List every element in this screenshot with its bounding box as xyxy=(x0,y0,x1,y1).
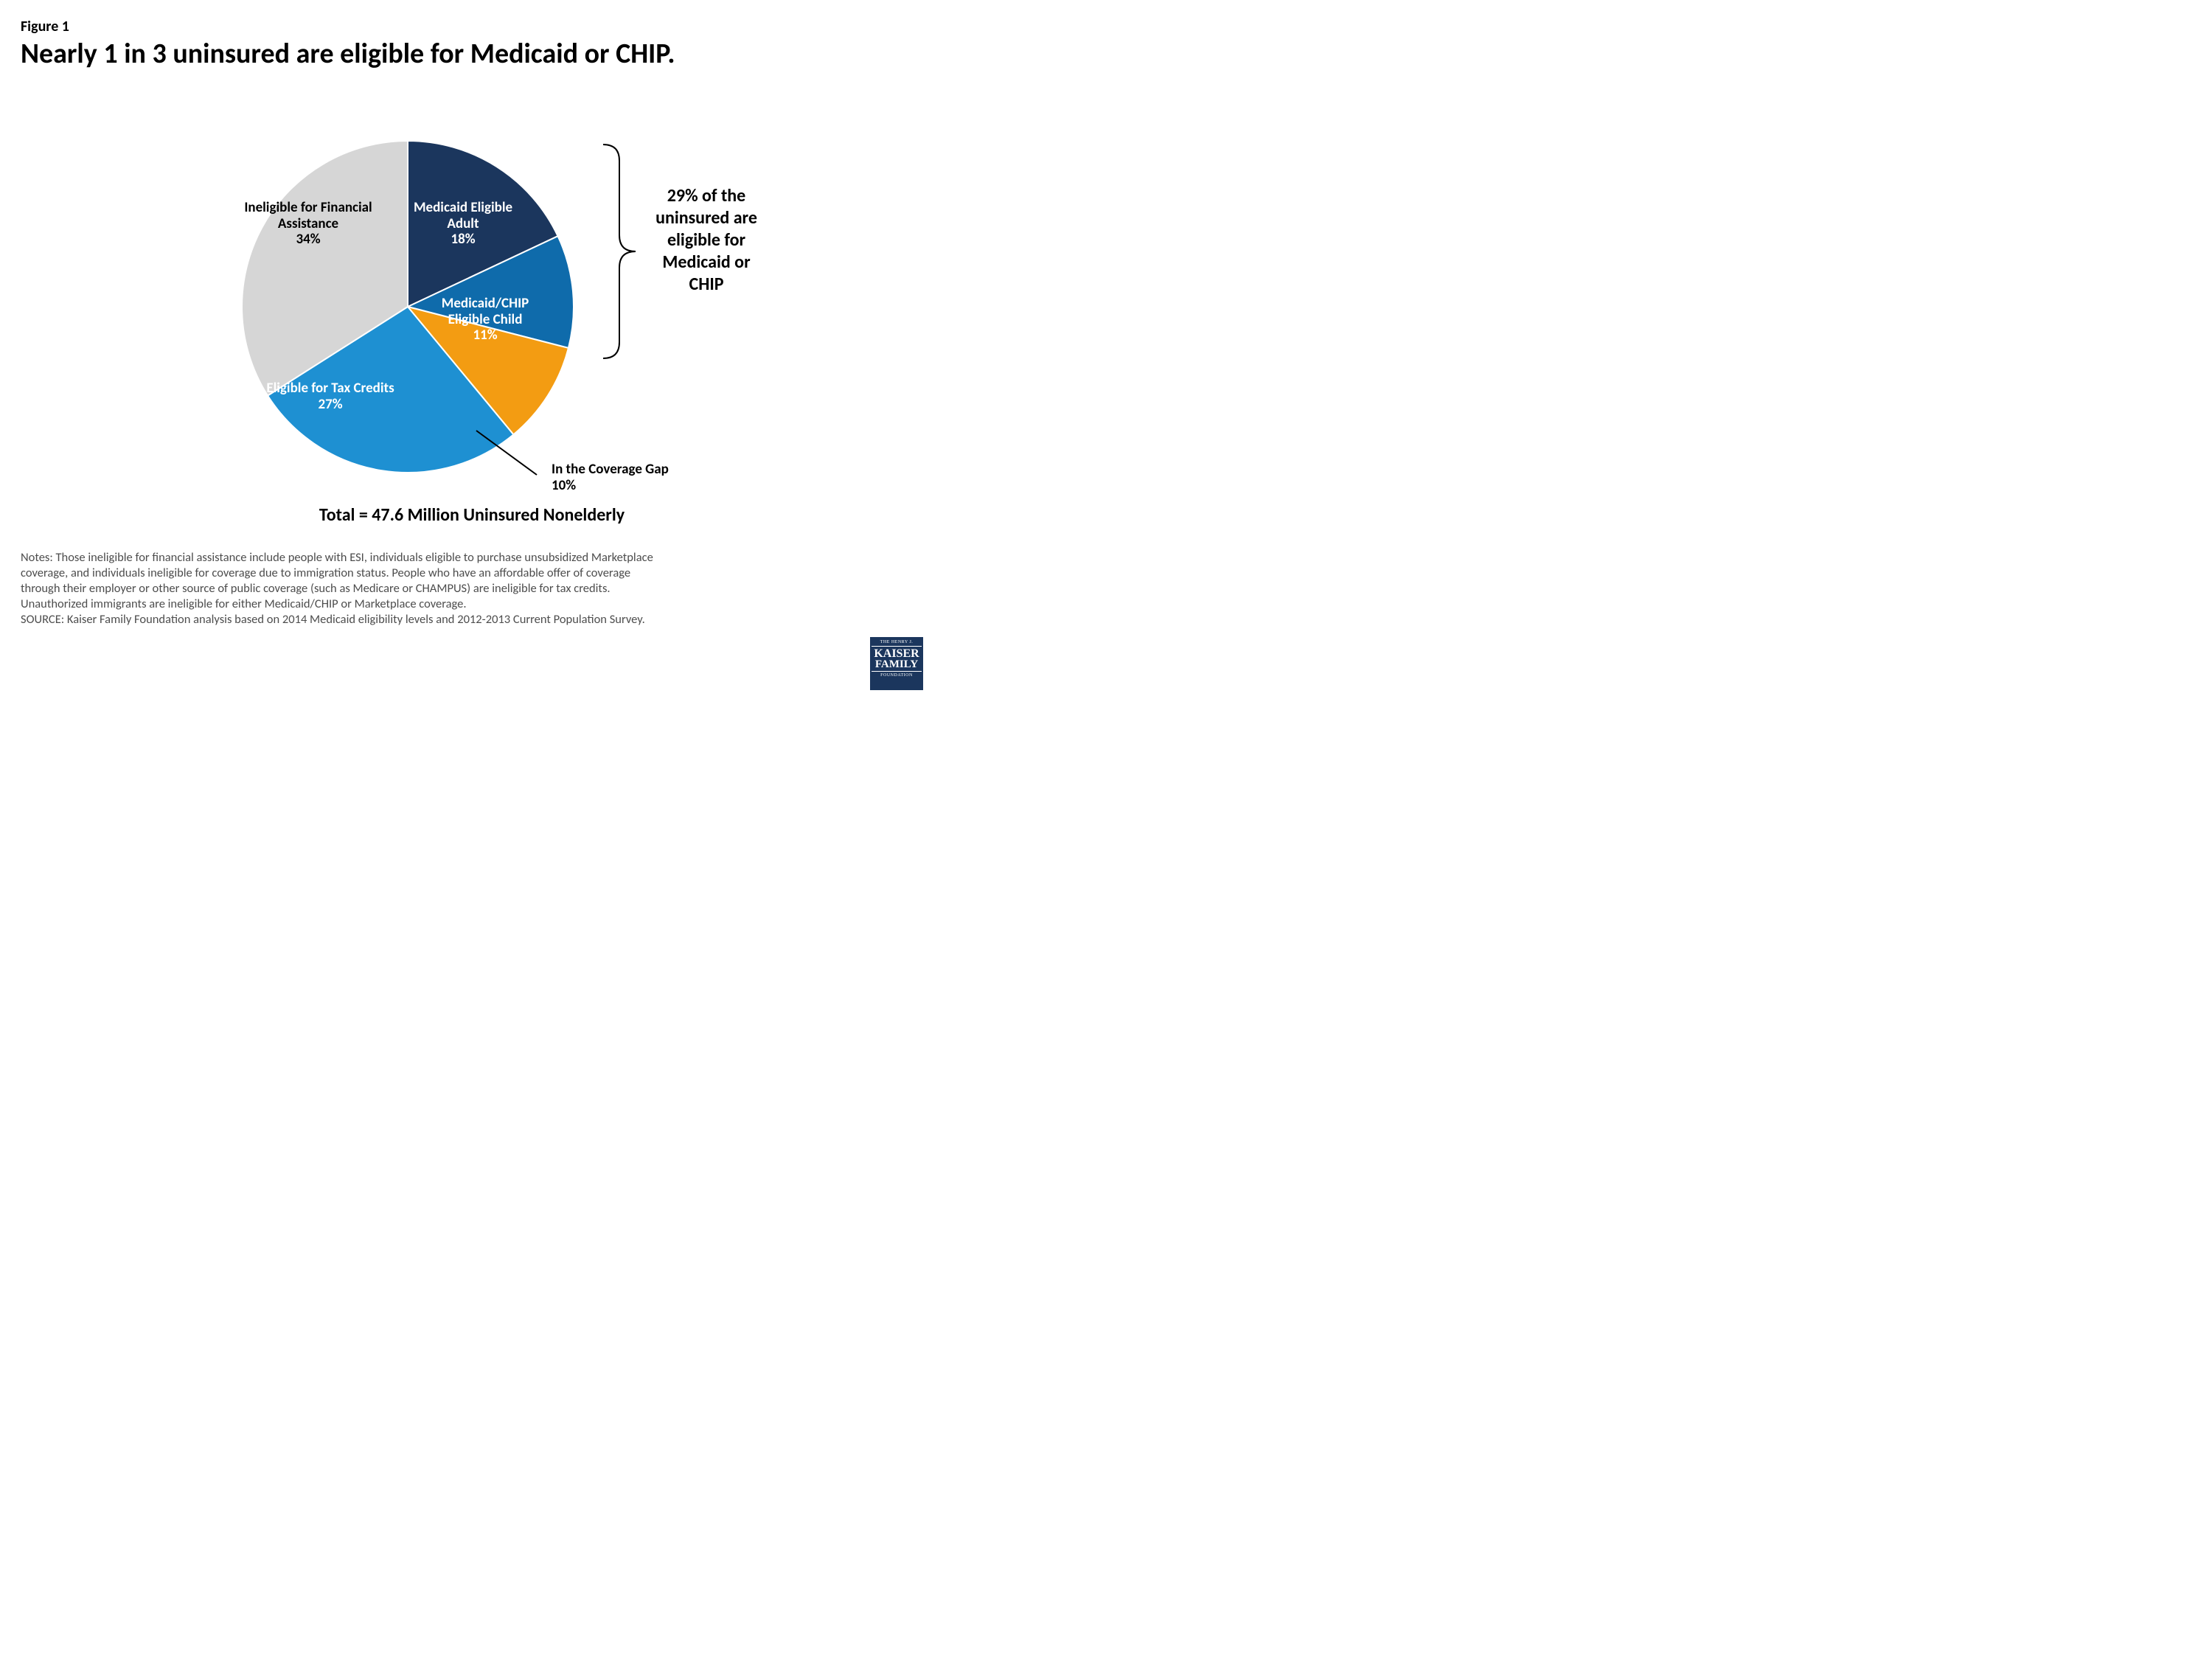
notes-line: Unauthorized immigrants are ineligible f… xyxy=(21,597,832,612)
total-label: Total = 47.6 Million Uninsured Nonelderl… xyxy=(21,504,923,526)
figure-label: Figure 1 xyxy=(21,18,923,35)
bracket-callout: 29% of the uninsured are eligible for Me… xyxy=(633,185,780,296)
logo-line: KAISER xyxy=(872,648,922,659)
slice-label-ineligible: Ineligible for Financial Assistance 34% xyxy=(223,200,393,248)
logo-line: FAMILY xyxy=(872,659,922,672)
slice-label-coverage-gap: In the Coverage Gap 10% xyxy=(552,462,669,494)
slice-label-tax-credits: Eligible for Tax Credits 27% xyxy=(246,380,415,413)
notes-line: coverage, and individuals ineligible for… xyxy=(21,566,832,581)
kff-logo: THE HENRY J. KAISER FAMILY FOUNDATION xyxy=(870,637,923,690)
figure-page: Figure 1 Nearly 1 in 3 uninsured are eli… xyxy=(0,0,944,708)
notes-line: Notes: Those ineligible for financial as… xyxy=(21,550,832,566)
source-line: SOURCE: Kaiser Family Foundation analysi… xyxy=(21,612,832,627)
slice-label-medicaid-child: Medicaid/CHIP Eligible Child 11% xyxy=(426,296,544,344)
logo-line: THE HENRY J. xyxy=(872,640,922,647)
pie-chart: Medicaid Eligible Adult 18% Medicaid/CHI… xyxy=(21,78,923,550)
notes-line: through their employer or other source o… xyxy=(21,581,832,597)
chart-title: Nearly 1 in 3 uninsured are eligible for… xyxy=(21,38,923,71)
notes-block: Notes: Those ineligible for financial as… xyxy=(21,550,832,628)
logo-line: FOUNDATION xyxy=(872,673,922,678)
slice-label-medicaid-adult: Medicaid Eligible Adult 18% xyxy=(397,200,529,248)
